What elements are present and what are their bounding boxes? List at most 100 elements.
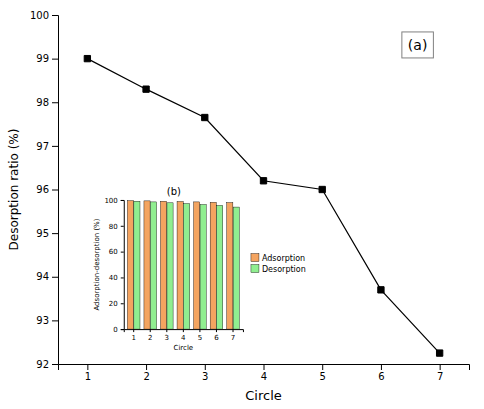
y-tick-mark [52,277,58,278]
inset-y-tick: 60 [109,248,124,256]
inset-y-tick-label: 100 [104,197,117,205]
inset-y-tick-mark [121,277,124,278]
bar [217,205,223,329]
inset-y-tick-label: 60 [109,248,118,256]
inset-x-axis-title: Circle [174,344,194,352]
inset-x-axis: 1234567 [124,329,243,342]
inset-y-tick-mark [121,226,124,227]
bar [227,203,233,330]
inset-y-tick-mark [121,252,124,253]
x-tick-label: 6 [378,371,384,382]
x-tick-mark [264,364,265,370]
marker [202,114,208,120]
y-tick-mark [52,190,58,191]
bar [167,203,173,329]
y-tick-mark [52,233,58,234]
x-axis-line [59,365,470,371]
inset-x-tick: 6 [214,329,219,342]
y-tick: 97 [36,141,58,152]
y-tick-mark [52,146,58,147]
chart-svg: 12345679293949596979899100CircleDesorpti… [0,0,484,409]
x-tick-label: 4 [261,371,267,382]
y-tick: 94 [36,271,58,282]
y-tick-label: 93 [36,315,49,326]
inset-y-tick: 40 [109,274,124,282]
inset-y-tick-mark [121,200,124,201]
marker [84,55,90,61]
y-tick-label: 94 [36,271,49,282]
inset-y-tick-label: 80 [109,223,118,231]
bar [127,201,133,329]
inset-x-tick-label: 1 [131,334,135,342]
x-tick-mark [87,364,88,370]
x-tick-mark [146,364,147,370]
inset-y-tick-mark [121,303,124,304]
bar [161,201,167,329]
inset-x-tick-mark [133,329,134,332]
legend: AdsorptionDesorption [251,254,306,275]
inset-x-tick: 7 [231,329,235,342]
y-tick-label: 99 [36,53,49,64]
bar [184,204,190,330]
legend-swatch [251,254,259,262]
inset-y-tick: 80 [109,223,124,231]
marker [319,186,325,192]
y-axis-title: Desorption ratio (%) [7,129,21,251]
x-tick: 7 [437,364,443,382]
inset-x-tick-mark [216,329,217,332]
bar [210,202,216,329]
legend-item: Adsorption [251,254,305,264]
x-tick-mark [440,364,441,370]
bar [150,202,156,329]
inset-x-tick: 4 [181,329,186,342]
y-tick: 93 [36,315,58,326]
inset-x-tick-label: 7 [231,334,235,342]
inset-bars [127,201,239,329]
x-tick: 6 [378,364,384,382]
inset-x-tick-mark [183,329,184,332]
y-tick: 96 [36,184,58,195]
inset-y-tick-label: 0 [113,326,117,334]
x-axis-title: Circle [245,388,282,403]
inset-x-tick-mark [233,329,234,332]
x-tick: 1 [85,364,91,382]
bar [134,201,140,329]
annotation-box [402,32,434,58]
y-tick-label: 98 [36,97,49,108]
y-axis-line [52,16,59,365]
legend-label: Desorption [262,265,306,274]
legend-swatch [251,265,259,273]
inset-x-tick-label: 4 [181,334,186,342]
inset-x-tick-mark [199,329,200,332]
main-data [84,55,443,356]
bar [177,202,183,330]
inset-y-tick-label: 20 [109,300,118,308]
x-tick-label: 2 [143,371,149,382]
y-tick: 100 [30,10,58,21]
bar [194,202,200,329]
inset-x-tick: 1 [131,329,135,342]
inset-x-tick-mark [166,329,167,332]
inset: 1234567020406080100CircleAdsorption-deso… [93,186,306,352]
inset-annotation: (b) [167,186,181,197]
x-tick-label: 5 [320,371,326,382]
inset-y-tick: 0 [113,326,123,334]
bar [233,207,239,329]
inset-x-tick-label: 5 [198,334,202,342]
inset-y-axis: 0 20 40 60 80 100 [104,197,124,334]
inset-x-tick-label: 3 [165,334,169,342]
y-tick-mark [52,320,58,321]
inset-y-axis-title: Adsorption-desorption (%) [93,218,101,310]
annotation: (a) [408,37,428,53]
y-axis: 9293949596979899100 [30,10,59,370]
x-tick-label: 7 [437,371,443,382]
line [87,59,439,353]
marker [260,178,266,184]
y-tick-label: 96 [36,184,49,195]
x-tick: 3 [202,364,208,382]
x-tick: 4 [261,364,267,382]
inset-x-tick: 5 [198,329,202,342]
inset-y-tick-label: 40 [109,274,118,282]
y-tick-label: 95 [36,228,49,239]
y-tick: 99 [36,53,58,64]
